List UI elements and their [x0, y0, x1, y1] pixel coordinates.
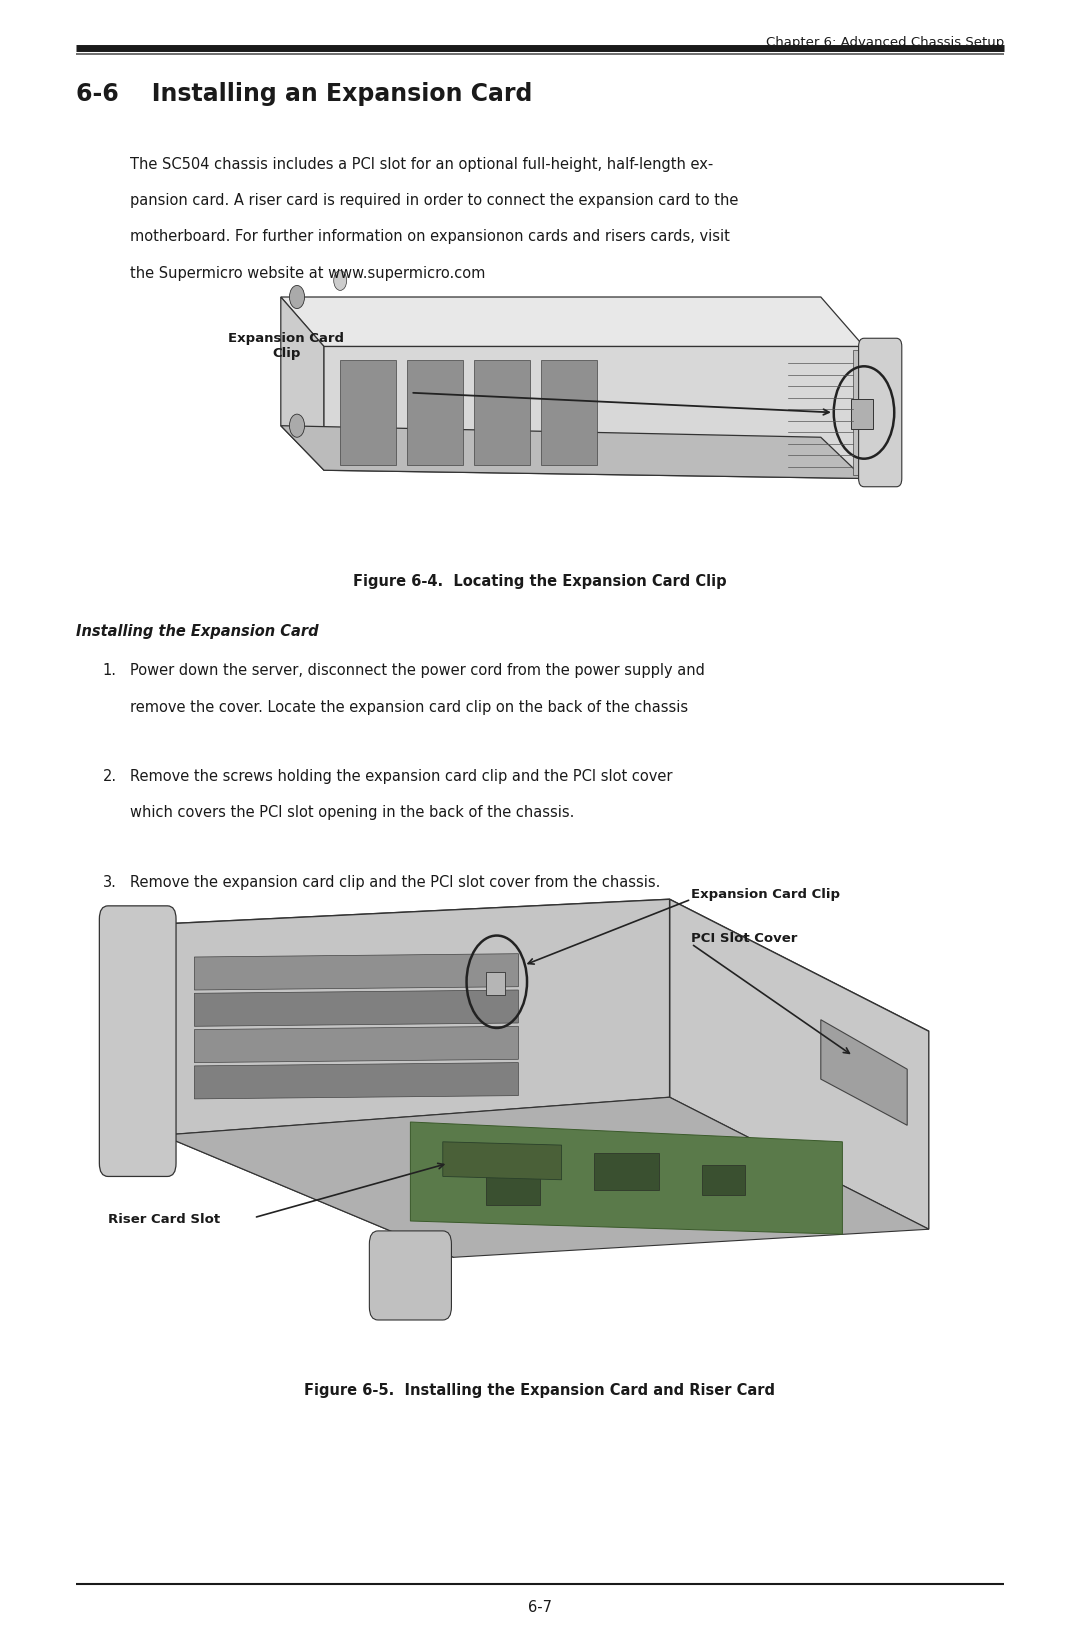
Text: The SC504 chassis includes a PCI slot for an optional full-height, half-length e: The SC504 chassis includes a PCI slot fo…	[130, 157, 713, 172]
Text: 2.: 2.	[103, 769, 117, 784]
Polygon shape	[410, 1122, 842, 1234]
FancyBboxPatch shape	[407, 360, 463, 465]
Text: Remove the expansion card clip and the PCI slot cover from the chassis.: Remove the expansion card clip and the P…	[130, 874, 660, 889]
Polygon shape	[162, 899, 670, 1135]
Polygon shape	[194, 990, 518, 1026]
Text: 6-6    Installing an Expansion Card: 6-6 Installing an Expansion Card	[76, 82, 532, 107]
Polygon shape	[162, 1097, 929, 1257]
Text: Chapter 6: Advanced Chassis Setup: Chapter 6: Advanced Chassis Setup	[766, 36, 1004, 50]
Text: which covers the PCI slot opening in the back of the chassis.: which covers the PCI slot opening in the…	[130, 805, 573, 820]
Text: Riser Card Slot: Riser Card Slot	[108, 1213, 220, 1226]
Polygon shape	[281, 297, 864, 346]
Text: motherboard. For further information on expansionon cards and risers cards, visi: motherboard. For further information on …	[130, 229, 729, 244]
Circle shape	[289, 285, 305, 309]
Polygon shape	[821, 1020, 907, 1125]
Text: Expansion Card
Clip: Expansion Card Clip	[228, 332, 345, 360]
FancyBboxPatch shape	[594, 1153, 659, 1190]
Polygon shape	[324, 346, 864, 478]
Circle shape	[289, 414, 305, 437]
Text: the Supermicro website at www.supermicro.com: the Supermicro website at www.supermicro…	[130, 266, 485, 281]
FancyBboxPatch shape	[851, 399, 873, 429]
FancyBboxPatch shape	[702, 1165, 745, 1195]
Text: Remove the screws holding the expansion card clip and the PCI slot cover: Remove the screws holding the expansion …	[130, 769, 672, 784]
FancyBboxPatch shape	[853, 350, 862, 475]
Polygon shape	[162, 899, 929, 1059]
Text: Power down the server, disconnect the power cord from the power supply and: Power down the server, disconnect the po…	[130, 663, 704, 678]
Text: Installing the Expansion Card: Installing the Expansion Card	[76, 624, 319, 639]
Polygon shape	[162, 924, 454, 1257]
FancyBboxPatch shape	[859, 338, 902, 487]
FancyBboxPatch shape	[474, 360, 530, 465]
Text: 6-7: 6-7	[528, 1600, 552, 1615]
Text: Expansion Card Clip: Expansion Card Clip	[691, 888, 840, 901]
Polygon shape	[194, 954, 518, 990]
Text: Figure 6-5.  Installing the Expansion Card and Riser Card: Figure 6-5. Installing the Expansion Car…	[305, 1383, 775, 1398]
Polygon shape	[281, 426, 864, 478]
Text: 3.: 3.	[103, 874, 117, 889]
Polygon shape	[194, 1063, 518, 1099]
FancyBboxPatch shape	[340, 360, 396, 465]
Text: 1.: 1.	[103, 663, 117, 678]
Polygon shape	[670, 899, 929, 1229]
Polygon shape	[443, 1142, 562, 1180]
Polygon shape	[194, 1026, 518, 1063]
Text: Figure 6-4.  Locating the Expansion Card Clip: Figure 6-4. Locating the Expansion Card …	[353, 574, 727, 589]
Text: pansion card. A riser card is required in order to connect the expansion card to: pansion card. A riser card is required i…	[130, 193, 738, 208]
FancyBboxPatch shape	[541, 360, 597, 465]
FancyBboxPatch shape	[369, 1231, 451, 1320]
Polygon shape	[281, 297, 324, 470]
FancyBboxPatch shape	[99, 906, 176, 1176]
Circle shape	[334, 271, 347, 290]
Text: remove the cover. Locate the expansion card clip on the back of the chassis: remove the cover. Locate the expansion c…	[130, 700, 688, 714]
FancyBboxPatch shape	[486, 1172, 540, 1204]
Text: PCI Slot Cover: PCI Slot Cover	[691, 932, 797, 945]
FancyBboxPatch shape	[486, 972, 505, 995]
